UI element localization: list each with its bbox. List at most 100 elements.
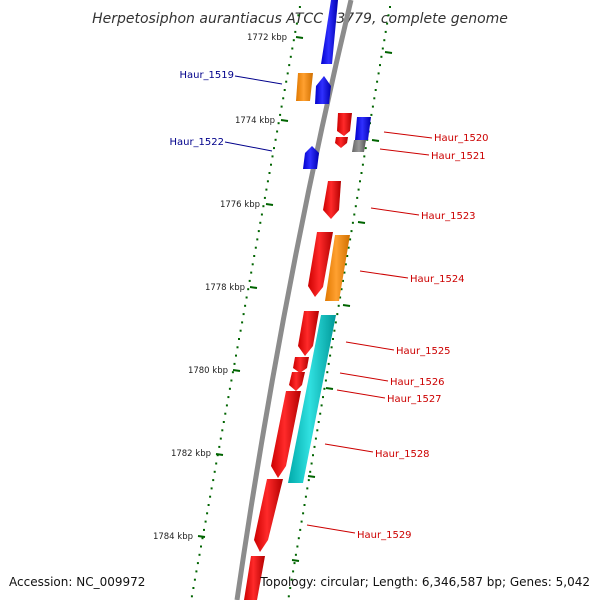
ruler-dot <box>257 230 260 233</box>
cds-blue-arrow <box>315 76 331 104</box>
ruler-dot <box>224 412 227 415</box>
ruler-dot <box>371 105 374 108</box>
ruler-dot <box>209 495 212 498</box>
ruler-tick <box>232 369 241 372</box>
ruler-dot <box>213 470 216 473</box>
cds-orange-arrow <box>296 73 313 101</box>
ruler-dot <box>242 313 245 316</box>
ruler-dot <box>227 396 230 399</box>
ruler-dot <box>359 180 361 183</box>
ruler-dot <box>265 188 268 191</box>
ruler-tick <box>197 535 206 538</box>
ruler-dot <box>283 89 286 91</box>
ruler-dot <box>193 578 196 581</box>
ruler-dot <box>212 479 215 482</box>
ruler-dot <box>222 421 225 423</box>
genome-backbone <box>234 0 354 600</box>
ruler-dot <box>221 429 224 432</box>
ruler-ticks: 1772 kbp 1774 kbp 1776 kbp 1778 kbp 1780… <box>153 33 304 542</box>
ruler-dot <box>254 246 257 249</box>
gene-label-haur-1521[interactable]: Haur_1521 <box>431 151 486 162</box>
ruler-dot <box>247 288 250 291</box>
ruler-dot <box>370 113 373 116</box>
gene-label-haur-1528[interactable]: Haur_1528 <box>375 449 430 460</box>
ruler-dot <box>327 362 330 365</box>
gene-label-haur-1523[interactable]: Haur_1523 <box>421 211 476 222</box>
ruler-dot <box>195 570 198 573</box>
ruler-dot <box>300 520 303 523</box>
ruler-dot <box>230 379 233 382</box>
ruler-dot <box>294 30 297 33</box>
ruler-dot <box>329 354 332 357</box>
ruler-dot <box>277 122 280 125</box>
gene-label-haur-1529[interactable]: Haur_1529 <box>357 530 412 541</box>
cds-features <box>244 0 371 600</box>
ruler-tick-label: 1772 kbp <box>247 33 287 43</box>
ruler-dot <box>373 97 376 100</box>
ruler-dot <box>231 371 234 374</box>
ruler-dot <box>244 304 247 307</box>
ruler-dot <box>342 279 344 282</box>
ruler-dot <box>248 279 251 282</box>
ruler-dot <box>251 263 254 266</box>
ruler-dot <box>349 238 352 241</box>
gene-labels: Haur_1519 Haur_1522 Haur_1520 Haur_1521 … <box>169 70 488 541</box>
ruler-dot <box>273 147 275 150</box>
ruler-dot <box>253 255 256 257</box>
gene-label-haur-1524[interactable]: Haur_1524 <box>410 274 465 285</box>
ruler-dot <box>347 246 350 249</box>
ruler-dot <box>268 172 271 174</box>
ruler-dot <box>289 55 292 58</box>
cds-red-arrow <box>308 232 333 297</box>
ruler-dotted-track <box>190 6 391 598</box>
ruler-dot <box>262 205 265 208</box>
ruler-dot <box>306 487 309 490</box>
ruler-dot <box>260 213 263 216</box>
ruler-dot <box>294 553 297 556</box>
ruler-dot <box>357 188 360 191</box>
ruler-dot <box>298 6 301 8</box>
ruler-dot <box>313 445 316 448</box>
ruler-dot <box>377 72 380 75</box>
ruler-dot <box>354 205 357 208</box>
ruler-dot <box>288 64 291 67</box>
cds-gray-arrow <box>352 140 366 152</box>
ruler-dot <box>259 221 262 224</box>
ruler-dot <box>219 437 222 440</box>
gene-label-haur-1519[interactable]: Haur_1519 <box>179 70 234 81</box>
ruler-dot <box>245 296 248 299</box>
ruler-dot <box>233 362 236 365</box>
ruler-dot <box>200 545 202 548</box>
ruler-dot <box>279 113 282 116</box>
ruler-dot <box>274 138 277 141</box>
ruler-dot <box>332 338 334 340</box>
ruler-dot <box>360 172 363 174</box>
ruler-dot <box>334 321 337 324</box>
ruler-dot <box>204 520 207 523</box>
ruler-dot <box>256 238 259 241</box>
ruler-dot <box>287 595 290 598</box>
ruler-dot <box>190 595 193 598</box>
gene-label-haur-1522[interactable]: Haur_1522 <box>169 137 224 148</box>
ruler-dot <box>296 545 299 548</box>
ruler-dot <box>387 14 390 17</box>
gene-label-haur-1525[interactable]: Haur_1525 <box>396 346 451 357</box>
ruler-dot <box>324 379 327 382</box>
ruler-dot <box>291 47 294 50</box>
gene-label-haur-1526[interactable]: Haur_1526 <box>390 377 445 388</box>
accession-text: Accession: NC_009972 <box>9 575 145 589</box>
ruler-tick <box>249 286 258 289</box>
ruler-dot <box>310 462 313 465</box>
ruler-dot <box>210 487 213 490</box>
ruler-dot <box>271 155 274 158</box>
ruler-dot <box>276 130 279 133</box>
ruler-dot <box>343 271 346 274</box>
ruler-dot <box>361 163 364 166</box>
gene-label-haur-1520[interactable]: Haur_1520 <box>434 133 489 144</box>
gene-label-haur-1527[interactable]: Haur_1527 <box>387 394 442 405</box>
cds-orange-arrow <box>325 235 350 301</box>
ruler-dot <box>336 313 339 316</box>
ruler-dot <box>228 387 231 390</box>
ruler-dot <box>322 396 324 399</box>
